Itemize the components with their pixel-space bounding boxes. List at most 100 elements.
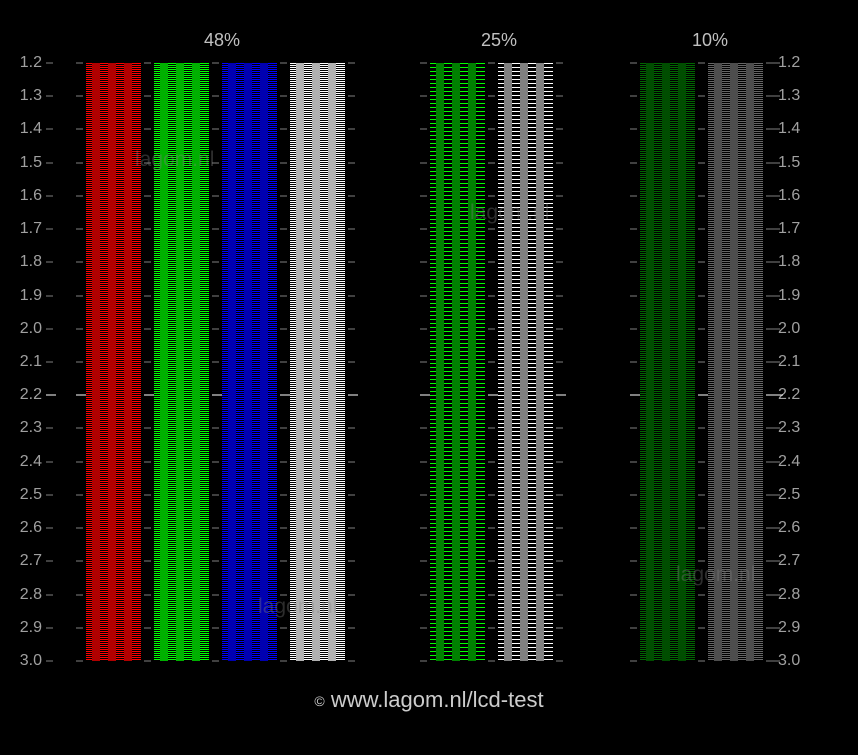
tick-mark <box>698 328 705 329</box>
tick-mark <box>76 494 83 495</box>
tick-mark <box>280 428 287 429</box>
tick-mark <box>76 528 83 529</box>
tick-mark <box>773 461 780 462</box>
tick-mark <box>630 362 637 363</box>
column-label-10: 10% <box>692 30 728 51</box>
tick-mark <box>556 328 563 329</box>
tick-mark <box>420 362 427 363</box>
tick-mark <box>76 428 83 429</box>
tick-mark <box>280 594 287 595</box>
tick-mark <box>212 262 219 263</box>
tick-mark <box>212 428 219 429</box>
copyright-symbol: © <box>314 693 324 709</box>
tick-mark <box>212 561 219 562</box>
tick-mark <box>488 295 495 296</box>
tick-mark <box>488 162 495 163</box>
tick-mark <box>76 627 83 628</box>
tick-mark <box>144 362 151 363</box>
tick-mark <box>630 195 637 196</box>
tick-mark <box>420 96 427 97</box>
tick-mark <box>488 461 495 462</box>
gamma-label-left: 1.3 <box>0 87 42 105</box>
band-red-48 <box>86 63 141 661</box>
tick-mark <box>773 594 780 595</box>
band-green-48 <box>154 63 209 661</box>
tick-mark <box>556 262 563 263</box>
gamma-label-left: 2.2 <box>0 386 42 404</box>
tick-mark <box>773 129 780 130</box>
tick-mark <box>630 428 637 429</box>
tick-mark <box>348 661 355 662</box>
tick-mark <box>144 627 151 628</box>
tick-mark <box>76 262 83 263</box>
tick-mark <box>698 162 705 163</box>
tick-mark <box>76 195 83 196</box>
tick-mark <box>766 661 773 662</box>
tick-mark <box>556 63 563 64</box>
gamma-label-left: 2.8 <box>0 586 42 604</box>
tick-mark <box>46 262 53 263</box>
tick-mark <box>76 461 83 462</box>
gamma-label-right: 2.7 <box>778 552 818 570</box>
tick-mark <box>556 561 563 562</box>
tick-mark <box>698 627 705 628</box>
tick-mark <box>698 262 705 263</box>
tick-mark <box>348 528 355 529</box>
tick-mark <box>630 661 637 662</box>
tick-mark <box>144 96 151 97</box>
tick-mark <box>144 661 151 662</box>
tick-mark <box>556 461 563 462</box>
gamma-label-left: 1.5 <box>0 154 42 172</box>
tick-mark <box>348 96 355 97</box>
tick-mark <box>280 229 287 230</box>
tick-mark <box>773 528 780 529</box>
tick-mark <box>420 594 427 595</box>
tick-mark <box>280 395 290 396</box>
gamma-label-right: 2.4 <box>778 453 818 471</box>
tick-mark <box>280 195 287 196</box>
tick-mark <box>766 461 773 462</box>
tick-mark <box>212 63 219 64</box>
tick-mark <box>766 362 773 363</box>
tick-mark <box>46 162 53 163</box>
tick-mark <box>348 461 355 462</box>
tick-mark <box>46 229 53 230</box>
tick-mark <box>556 229 563 230</box>
tick-mark <box>488 494 495 495</box>
gamma-label-right: 2.1 <box>778 353 818 371</box>
tick-mark <box>280 494 287 495</box>
tick-mark <box>766 328 773 329</box>
tick-mark <box>76 362 83 363</box>
tick-mark <box>556 162 563 163</box>
gamma-label-left: 1.8 <box>0 253 42 271</box>
tick-mark <box>144 63 151 64</box>
tick-mark <box>76 328 83 329</box>
tick-mark <box>144 594 151 595</box>
tick-mark <box>630 461 637 462</box>
gamma-label-right: 2.3 <box>778 419 818 437</box>
band-green-25 <box>430 63 485 661</box>
tick-mark <box>630 96 637 97</box>
tick-mark <box>766 428 773 429</box>
column-label-25: 25% <box>481 30 517 51</box>
tick-mark <box>348 63 355 64</box>
tick-mark <box>76 96 83 97</box>
tick-mark <box>144 395 154 396</box>
tick-mark <box>348 162 355 163</box>
tick-mark <box>212 627 219 628</box>
tick-mark <box>144 295 151 296</box>
gamma-label-right: 1.2 <box>778 54 818 72</box>
tick-mark <box>556 661 563 662</box>
gamma-label-right: 2.8 <box>778 586 818 604</box>
tick-mark <box>348 262 355 263</box>
gamma-label-right: 2.6 <box>778 519 818 537</box>
tick-mark <box>488 328 495 329</box>
tick-mark <box>212 96 219 97</box>
gamma-label-left: 2.4 <box>0 453 42 471</box>
tick-mark <box>773 627 780 628</box>
tick-mark <box>766 494 773 495</box>
tick-mark <box>280 528 287 529</box>
tick-mark <box>212 494 219 495</box>
tick-mark <box>556 96 563 97</box>
tick-mark <box>46 461 53 462</box>
